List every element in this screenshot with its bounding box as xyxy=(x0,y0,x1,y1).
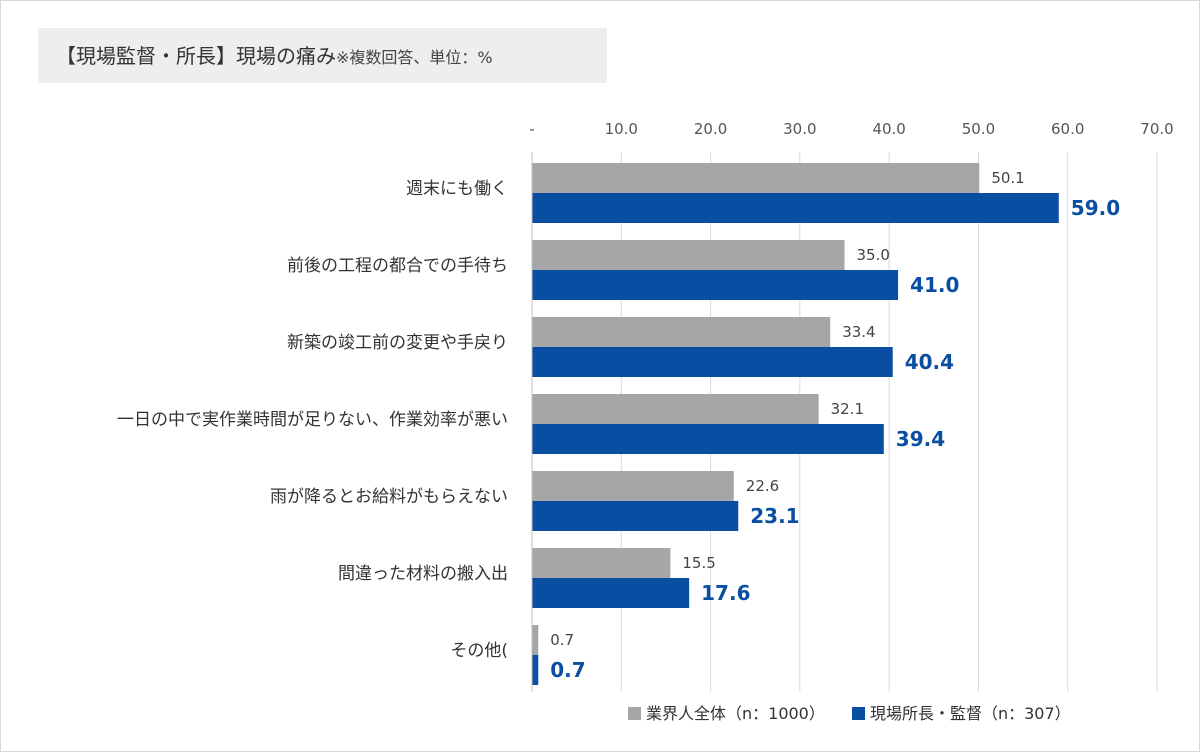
bar-site xyxy=(532,193,1059,223)
x-tick-label: 70.0 xyxy=(1140,120,1173,138)
category-label: その他( xyxy=(450,641,508,661)
bar-all xyxy=(532,471,734,501)
category-label: 週末にも働く xyxy=(406,179,508,199)
legend-label-site: 現場所長・監督（n：307） xyxy=(869,704,1071,723)
category-label: 雨が降るとお給料がもらえない xyxy=(270,487,508,507)
bar-all xyxy=(532,240,845,270)
legend-label-all: 業界人全体（n：1000） xyxy=(646,704,825,723)
legend-swatch-site xyxy=(851,707,865,720)
data-label-all: 15.5 xyxy=(682,554,715,572)
data-label-site: 0.7 xyxy=(550,658,585,682)
x-tick-label: 10.0 xyxy=(605,120,638,138)
legend: 業界人全体（n：1000） 現場所長・監督（n：307） xyxy=(628,702,1093,726)
data-label-site: 17.6 xyxy=(701,581,750,605)
x-tick-label: 50.0 xyxy=(962,120,995,138)
data-label-site: 40.4 xyxy=(905,350,954,374)
x-tick-label: 30.0 xyxy=(783,120,816,138)
category-label: 新築の竣工前の変更や手戻り xyxy=(287,333,508,353)
bar-site xyxy=(532,501,739,531)
data-label-all: 32.1 xyxy=(831,400,864,418)
bar-site xyxy=(532,655,539,685)
x-tick-label: - xyxy=(529,120,534,138)
category-label: 間違った材料の搬入出 xyxy=(338,564,508,584)
data-label-all: 33.4 xyxy=(842,323,875,341)
category-label: 前後の工程の都合での手待ち xyxy=(287,256,508,276)
bar-all xyxy=(532,394,819,424)
bar-all xyxy=(532,548,671,578)
bar-site xyxy=(532,578,690,608)
data-label-site: 23.1 xyxy=(750,504,799,528)
data-label-all: 0.7 xyxy=(550,631,574,649)
data-label-site: 39.4 xyxy=(896,427,945,451)
bar-site xyxy=(532,347,893,377)
data-label-all: 22.6 xyxy=(746,477,779,495)
bar-site xyxy=(532,424,884,454)
bar-all xyxy=(532,163,980,193)
category-label: 一日の中で実作業時間が足りない、作業効率が悪い xyxy=(117,410,508,430)
data-label-site: 59.0 xyxy=(1071,196,1120,220)
bar-all xyxy=(532,317,831,347)
legend-item-all: 業界人全体（n：1000） xyxy=(628,702,825,726)
data-label-all: 50.1 xyxy=(991,169,1024,187)
chart-title-main: 【現場監督・所長】現場の痛み xyxy=(56,44,336,68)
x-tick-label: 40.0 xyxy=(872,120,905,138)
bar-all xyxy=(532,625,539,655)
chart-title: 【現場監督・所長】現場の痛み※複数回答、単位：% xyxy=(56,43,493,71)
legend-item-site: 現場所長・監督（n：307） xyxy=(851,702,1071,726)
x-tick-label: 60.0 xyxy=(1051,120,1084,138)
data-label-site: 41.0 xyxy=(910,273,959,297)
x-tick-label: 20.0 xyxy=(694,120,727,138)
data-label-all: 35.0 xyxy=(857,246,890,264)
chart-title-box: 【現場監督・所長】現場の痛み※複数回答、単位：% xyxy=(38,28,607,83)
legend-swatch-all xyxy=(628,707,641,720)
chart-title-note: ※複数回答、単位：% xyxy=(336,48,493,67)
bar-site xyxy=(532,270,899,300)
